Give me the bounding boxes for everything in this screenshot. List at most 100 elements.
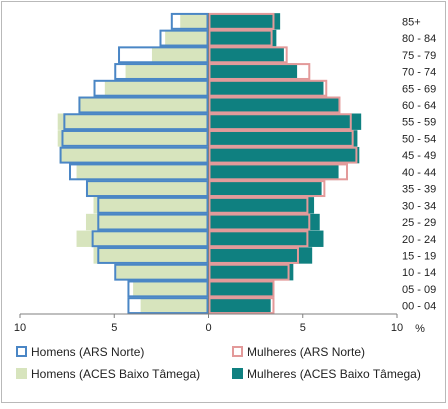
bar-left-outline-6064 bbox=[78, 96, 209, 114]
bar-right-filled-7074 bbox=[208, 63, 298, 80]
legend-label: Homens (ARS Norte) bbox=[31, 345, 144, 359]
bar-left-filled-6064 bbox=[78, 96, 209, 114]
bar-left-outline-2024 bbox=[91, 230, 209, 248]
bar-left-filled-0004 bbox=[140, 297, 209, 314]
bar-right-filled-5559 bbox=[208, 113, 362, 130]
bar-right-filled-2529 bbox=[208, 213, 320, 231]
bar-right-filled-2024 bbox=[208, 230, 324, 247]
bar-left-outline-6569 bbox=[93, 79, 209, 97]
legend-swatch bbox=[16, 368, 27, 379]
bar-left-outline-3034 bbox=[97, 196, 209, 214]
bar-right-filled-1014 bbox=[208, 264, 294, 281]
bar-left-outline-7579 bbox=[118, 46, 209, 64]
bar-right-filled-8084 bbox=[208, 29, 277, 47]
bar-right-outline-5054 bbox=[208, 129, 354, 147]
bar-left-outline-1014 bbox=[114, 263, 209, 281]
bar-left-filled-2529 bbox=[85, 213, 209, 231]
age-group-label: 85+ bbox=[402, 16, 421, 28]
legend-label: Homens (ACES Baixo Tâmega) bbox=[31, 367, 200, 381]
chart-frame: 10 5 0 5 10% 00 - 04 05 - 09 10 - 14 15 - 19 20 -… bbox=[1, 1, 446, 403]
bar-right-filled-3034 bbox=[208, 197, 315, 214]
x-tick-label: 10 bbox=[391, 322, 403, 334]
bar-left-filled-1519 bbox=[93, 247, 209, 264]
bar-right-filled-6064 bbox=[208, 96, 339, 114]
bar-right-outline-85+ bbox=[208, 12, 275, 30]
bar-right-outline-8084 bbox=[208, 29, 273, 47]
bar-left-outline-1519 bbox=[97, 247, 209, 264]
legend-swatch bbox=[232, 368, 243, 379]
bar-right-outline-0509 bbox=[208, 280, 275, 298]
age-group-label: 10 - 14 bbox=[402, 267, 436, 279]
bar-right-outline-5559 bbox=[208, 113, 352, 131]
bar-left-filled-0509 bbox=[133, 280, 209, 298]
age-group-label: 00 - 04 bbox=[402, 301, 436, 313]
bar-right-filled-0004 bbox=[208, 297, 271, 314]
age-group-label: 75 - 79 bbox=[402, 50, 436, 62]
age-group-label: 05 - 09 bbox=[402, 284, 436, 296]
bar-left-outline-0004 bbox=[127, 297, 209, 315]
bar-left-outline-0509 bbox=[127, 280, 209, 298]
bar-left-filled-4044 bbox=[76, 163, 209, 181]
bar-left-filled-1014 bbox=[116, 264, 209, 281]
age-group-label: 80 - 84 bbox=[402, 33, 436, 45]
legend-swatch bbox=[16, 346, 27, 357]
x-unit-label: % bbox=[415, 323, 425, 335]
bar-left-outline-5559 bbox=[63, 113, 209, 131]
age-group-label: 55 - 59 bbox=[402, 117, 436, 129]
bar-left-outline-7074 bbox=[114, 63, 209, 80]
age-group-label: 25 - 29 bbox=[402, 217, 436, 229]
x-tick-label: 5 bbox=[111, 322, 117, 334]
bar-right-outline-6569 bbox=[208, 79, 328, 97]
bar-right-outline-4549 bbox=[208, 146, 358, 164]
bar-right-filled-6569 bbox=[208, 80, 324, 97]
bar-right-filled-4044 bbox=[208, 163, 339, 181]
bar-right-outline-7579 bbox=[208, 46, 288, 64]
bar-right-outline-6064 bbox=[208, 96, 341, 114]
age-group-label: 35 - 39 bbox=[402, 184, 436, 196]
bar-left-filled-7579 bbox=[151, 46, 209, 63]
bar-left-filled-3539 bbox=[87, 180, 209, 197]
population-pyramid-chart: 10 5 0 5 10 % 00 - 04 05 - 09 10 - 14 15 - 19 20 -… bbox=[14, 12, 436, 381]
bar-right-outline-2024 bbox=[208, 230, 309, 248]
bar-right-filled-7579 bbox=[208, 46, 284, 63]
age-group-label: 50 - 54 bbox=[402, 133, 436, 145]
bar-left-outline-3539 bbox=[85, 180, 209, 198]
bar-left-outline-4044 bbox=[69, 163, 209, 181]
bar-right-outline-3539 bbox=[208, 180, 326, 198]
bar-right-filled-1519 bbox=[208, 247, 313, 264]
bar-left-filled-4549 bbox=[59, 146, 209, 164]
bar-left-outline-5054 bbox=[61, 129, 209, 147]
age-group-label: 15 - 19 bbox=[402, 250, 436, 262]
legend-swatch bbox=[232, 346, 243, 357]
bar-right-outline-3034 bbox=[208, 196, 309, 214]
age-group-label: 20 - 24 bbox=[402, 234, 436, 246]
age-group-label: 45 - 49 bbox=[402, 150, 436, 162]
legend-label: Mulheres (ACES Baixo Tâmega) bbox=[247, 367, 421, 381]
bar-right-outline-2529 bbox=[208, 213, 311, 231]
bar-left-filled-5559 bbox=[57, 113, 209, 130]
bar-right-filled-0509 bbox=[208, 280, 273, 298]
bar-right-filled-4549 bbox=[208, 146, 360, 164]
bar-left-filled-8084 bbox=[165, 29, 209, 47]
bar-right-filled-5054 bbox=[208, 130, 358, 147]
x-tick-label: 0 bbox=[205, 322, 211, 334]
bar-left-filled-5054 bbox=[57, 130, 209, 147]
bar-left-filled-3034 bbox=[93, 197, 209, 214]
x-tick-label: 5 bbox=[300, 322, 306, 334]
bar-right-filled-85+ bbox=[208, 13, 281, 30]
bar-left-filled-6569 bbox=[104, 80, 209, 97]
bar-right-filled-3539 bbox=[208, 180, 322, 197]
x-tick-label: 10 bbox=[14, 322, 26, 334]
bar-left-outline-2529 bbox=[97, 213, 209, 231]
bar-left-filled-7074 bbox=[125, 63, 209, 80]
age-group-label: 70 - 74 bbox=[402, 67, 436, 79]
bar-left-outline-4549 bbox=[59, 146, 209, 164]
age-group-label: 65 - 69 bbox=[402, 83, 436, 95]
bar-left-filled-85+ bbox=[180, 13, 209, 30]
age-group-label: 30 - 34 bbox=[402, 200, 436, 212]
age-group-label: 60 - 64 bbox=[402, 100, 436, 112]
bar-left-outline-8084 bbox=[159, 29, 209, 47]
bar-left-outline-85+ bbox=[170, 12, 209, 30]
bar-right-outline-0004 bbox=[208, 297, 275, 315]
bar-left-filled-2024 bbox=[76, 230, 209, 247]
